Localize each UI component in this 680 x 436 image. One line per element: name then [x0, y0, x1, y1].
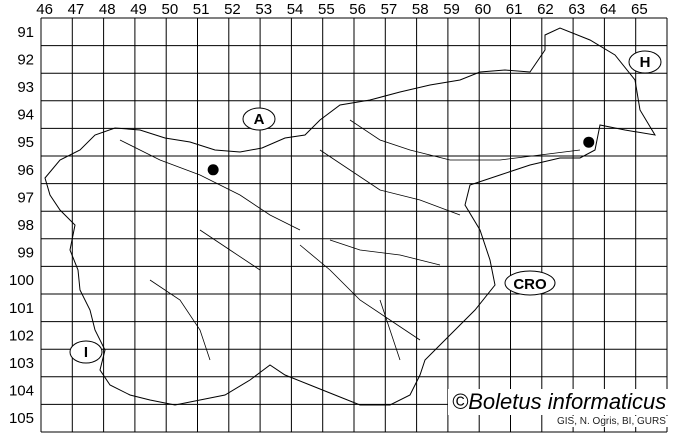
- column-label: 46: [36, 1, 53, 18]
- column-label: 65: [631, 1, 648, 18]
- column-label: 63: [568, 1, 585, 18]
- column-label: 47: [68, 1, 85, 18]
- row-label: 97: [17, 189, 34, 206]
- record-dot: [207, 164, 219, 176]
- label-hungary: H: [640, 54, 651, 71]
- row-label: 100: [9, 272, 34, 289]
- row-label: 101: [9, 300, 34, 317]
- row-label: 92: [17, 51, 34, 68]
- row-label: 95: [17, 134, 34, 151]
- column-label: 61: [506, 1, 523, 18]
- record-dot: [583, 136, 595, 148]
- row-labels: 91 92 93 94 95 96 97 98 99 100 101 102 103 104 105: [9, 24, 34, 427]
- column-label: 59: [443, 1, 460, 18]
- country-labels: A H CRO I: [69, 50, 662, 364]
- column-label: 60: [475, 1, 492, 18]
- column-labels: 46 47 48 49 50 51 52 53 54 55 56 57 58 59 60 61 62 63 64 65: [36, 1, 647, 18]
- slovenia-border: [44, 27, 656, 406]
- label-italy: I: [84, 344, 88, 361]
- column-label: 58: [412, 1, 429, 18]
- column-label: 56: [349, 1, 366, 18]
- column-label: 48: [99, 1, 116, 18]
- row-label: 91: [17, 24, 34, 41]
- row-label: 104: [9, 383, 34, 400]
- copyright-text: ©Boletus informaticus: [448, 389, 671, 415]
- row-label: 94: [17, 107, 34, 124]
- column-label: 54: [287, 1, 304, 18]
- column-label: 52: [224, 1, 241, 18]
- column-label: 49: [130, 1, 147, 18]
- row-label: 102: [9, 327, 34, 344]
- column-label: 62: [537, 1, 554, 18]
- grid: [40, 17, 668, 433]
- column-label: 64: [600, 1, 617, 18]
- column-label: 51: [193, 1, 210, 18]
- row-label: 93: [17, 79, 34, 96]
- row-label: 103: [9, 355, 34, 372]
- row-label: 105: [9, 410, 34, 427]
- column-label: 53: [255, 1, 272, 18]
- credit-text: GIS, N. Ogris, BI, GURS: [555, 416, 668, 427]
- label-croatia: CRO: [513, 276, 547, 293]
- row-label: 96: [17, 162, 34, 179]
- label-austria: A: [254, 111, 265, 128]
- column-label: 55: [318, 1, 335, 18]
- row-label: 99: [17, 245, 34, 262]
- rivers: [119, 119, 581, 361]
- row-label: 98: [17, 217, 34, 234]
- column-label: 50: [162, 1, 179, 18]
- records: [207, 136, 595, 176]
- column-label: 57: [381, 1, 398, 18]
